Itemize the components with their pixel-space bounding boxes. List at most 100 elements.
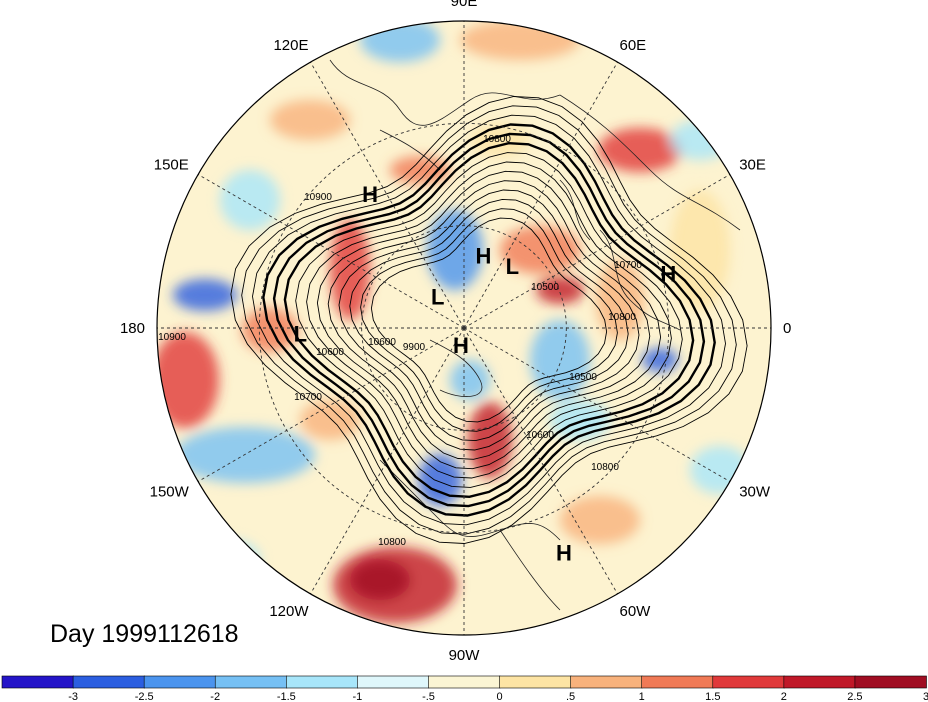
contour-label: 10800 — [591, 462, 619, 473]
anomaly-patch — [596, 260, 644, 340]
height-contour — [295, 152, 683, 488]
coastlines — [329, 59, 741, 611]
colorbar: -3 -2.5 -2 -1.5 -1 -.5 0 .5 1 1.5 2 2.5 3 — [1, 675, 928, 702]
contour-label: 10900 — [304, 192, 332, 203]
contour-label: 10900 — [158, 332, 186, 343]
contour-label: 10600 — [526, 430, 554, 441]
colorbar-swatch — [428, 675, 501, 689]
anomaly-patch — [157, 332, 219, 428]
anomaly-patch — [220, 170, 280, 230]
graticule — [157, 21, 771, 635]
geopotential-height-contours — [230, 96, 748, 544]
high-pressure-label: H — [362, 182, 378, 207]
colorbar-swatch — [214, 675, 288, 689]
contour-label: 10600 — [368, 337, 396, 348]
longitude-label: 30E — [739, 157, 766, 174]
contour-label: 10700 — [294, 392, 322, 403]
colorbar-tick-label: 1.5 — [705, 691, 720, 702]
anomaly-patch — [300, 400, 360, 440]
colorbar-tick-label: -2 — [210, 691, 220, 702]
anomaly-patch — [418, 454, 462, 506]
contour-label: 10800 — [378, 537, 406, 548]
anomaly-patch — [350, 560, 410, 600]
coastline — [559, 94, 741, 231]
longitude-label: 0 — [783, 320, 791, 337]
high-pressure-label: H — [556, 540, 572, 565]
contour-label: 10800 — [608, 312, 636, 323]
colorbar-swatch — [143, 675, 217, 689]
low-pressure-label: L — [294, 322, 307, 347]
low-pressure-label: L — [431, 285, 444, 310]
colorbar-tick-label: 2 — [781, 691, 787, 702]
longitude-label: 90W — [449, 647, 481, 664]
colorbar-swatch — [570, 675, 643, 689]
height-contour — [306, 161, 672, 479]
height-contour — [230, 96, 748, 544]
colorbar-swatch — [712, 675, 785, 689]
colorbar-swatch — [854, 675, 927, 689]
longitude-label: 150E — [154, 157, 189, 174]
anomaly-patch — [360, 21, 440, 62]
colorbar-swatch — [641, 675, 714, 689]
longitude-label: 60W — [620, 603, 652, 620]
anomaly-patch — [560, 496, 640, 544]
colorbar-swatch — [1, 675, 74, 689]
longitude-label: 180 — [120, 320, 145, 337]
contour-value-labels: 10800 10900 10700 10600 10800 10900 10600 10700… — [158, 134, 642, 548]
contour-label: 10500 — [531, 282, 559, 293]
longitude-label: 90E — [451, 0, 478, 10]
contour-label: 10700 — [614, 260, 642, 271]
longitude-label: 120E — [273, 37, 308, 54]
longitude-label: 60E — [620, 37, 647, 54]
coastline — [429, 339, 483, 397]
colorbar-tick-label: 3 — [923, 691, 928, 702]
longitude-label: 150W — [150, 484, 190, 501]
coastline — [379, 129, 441, 171]
coastline — [559, 179, 591, 241]
anomaly-patch — [550, 400, 610, 440]
longitude-labels: 90E 60E 30E 0 30W 60W 90W 120W 150W 180 150E 120E — [120, 0, 791, 664]
colorbar-tick-label: 0 — [496, 691, 502, 702]
high-pressure-label: H — [453, 333, 469, 358]
colorbar-swatch — [72, 675, 145, 689]
colorbar-swatch — [499, 675, 572, 689]
high-pressure-label: H — [475, 244, 491, 269]
anomaly-patch — [175, 427, 315, 483]
colorbar-tick-label: -2.5 — [135, 691, 154, 702]
height-contour — [316, 170, 662, 470]
contour-label: 10600 — [316, 347, 344, 358]
day-title: Day 1999112618 — [50, 620, 239, 648]
coastline — [499, 529, 561, 611]
longitude-label: 120W — [269, 603, 309, 620]
anomaly-patch — [598, 128, 682, 172]
anomaly-patch — [670, 190, 730, 310]
anomaly-patch — [270, 100, 350, 140]
low-pressure-label: L — [506, 254, 519, 279]
height-contour — [338, 189, 640, 451]
height-contour — [349, 198, 629, 442]
height-contour — [241, 105, 737, 535]
colorbar-tick-label: -1.5 — [277, 691, 296, 702]
height-contour — [272, 132, 706, 508]
contour-label: 10800 — [483, 134, 511, 145]
colorbar-tick-label: -1 — [353, 691, 363, 702]
contour-label: 9900 — [403, 342, 426, 353]
map-boundary — [156, 20, 772, 636]
coastline — [329, 59, 561, 126]
height-contour — [262, 123, 716, 517]
longitude-label: 30W — [739, 484, 771, 501]
anomaly-patch — [530, 320, 590, 400]
coastline — [599, 229, 681, 331]
anomaly-patch — [536, 276, 584, 304]
colorbar-tick-label: -3 — [68, 691, 78, 702]
colorbar-tick-label: -.5 — [422, 691, 435, 702]
anomaly-patch — [200, 540, 260, 580]
coastline — [379, 459, 561, 541]
colorbar-swatch — [783, 675, 856, 689]
colorbar-swatch — [286, 675, 359, 689]
height-contour — [370, 217, 608, 423]
contour-label: 10500 — [569, 372, 597, 383]
anomaly-patch — [670, 120, 730, 160]
